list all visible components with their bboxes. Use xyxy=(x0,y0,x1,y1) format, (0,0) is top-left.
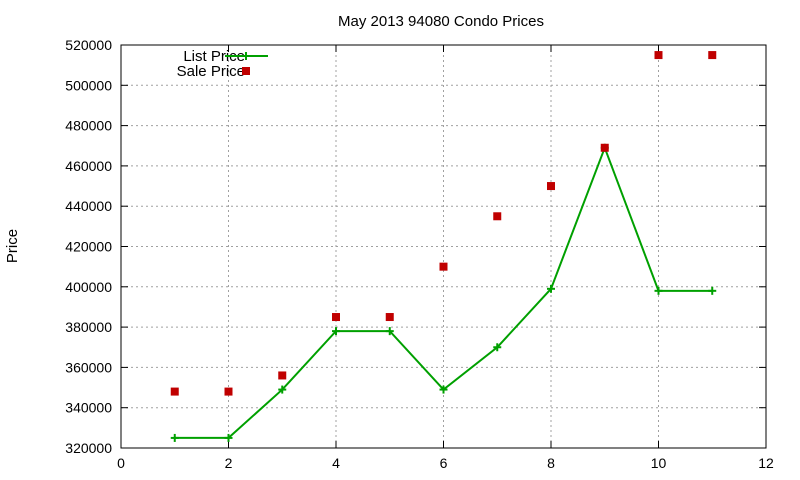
x-tick-label: 4 xyxy=(332,455,340,471)
legend-label-sale-price: Sale Price xyxy=(177,63,245,80)
list-price-point xyxy=(547,284,555,293)
list-price-point xyxy=(278,385,287,394)
sale-price-point xyxy=(547,182,555,191)
y-tick-label: 420000 xyxy=(65,239,112,255)
y-tick-label: 500000 xyxy=(65,77,112,93)
sale-price-point xyxy=(278,371,287,380)
list-price-point xyxy=(708,286,717,295)
list-price-point xyxy=(224,433,233,442)
grid-layer xyxy=(121,45,766,448)
sale-price-point xyxy=(654,51,663,60)
sale-price-point xyxy=(385,313,394,322)
sale-price-point xyxy=(224,387,233,396)
sale-price-point xyxy=(600,143,609,152)
x-tick-label: 10 xyxy=(651,455,667,471)
sale-price-point xyxy=(332,313,340,322)
series-layer xyxy=(170,51,717,442)
y-tick-label: 480000 xyxy=(65,118,112,134)
axis-layer: 0 2 4 6 8 10 12 320000 340000 360000 380000 400000 4… xyxy=(65,37,774,471)
list-price-point xyxy=(385,327,394,336)
y-tick-label: 320000 xyxy=(65,440,112,456)
sale-price-point xyxy=(439,262,448,271)
y-tick-label: 520000 xyxy=(65,37,112,53)
list-price-point xyxy=(493,343,502,352)
y-tick-label: 340000 xyxy=(65,400,112,416)
y-tick-label: 360000 xyxy=(65,359,112,375)
y-tick-label: 380000 xyxy=(65,319,112,335)
legend-sale-price-marker xyxy=(242,67,250,75)
x-tick-label: 8 xyxy=(547,455,555,471)
x-tick-label: 0 xyxy=(117,455,125,471)
list-price-point xyxy=(654,286,663,295)
y-axis-label: Price xyxy=(4,229,21,263)
x-tick-label: 2 xyxy=(225,455,233,471)
list-price-point xyxy=(170,433,179,442)
x-tick-label: 6 xyxy=(440,455,448,471)
list-price-point xyxy=(332,327,340,336)
x-tick-label: 12 xyxy=(758,455,774,471)
list-price-point xyxy=(439,385,448,394)
sale-price-point xyxy=(493,212,502,221)
y-tick-label: 440000 xyxy=(65,198,112,214)
y-tick-label: 460000 xyxy=(65,158,112,174)
legend-label-list-price: List Price xyxy=(183,48,245,65)
sale-price-point xyxy=(708,51,717,60)
y-tick-label: 400000 xyxy=(65,279,112,295)
chart-title: May 2013 94080 Condo Prices xyxy=(338,13,544,30)
sale-price-point xyxy=(170,387,179,396)
